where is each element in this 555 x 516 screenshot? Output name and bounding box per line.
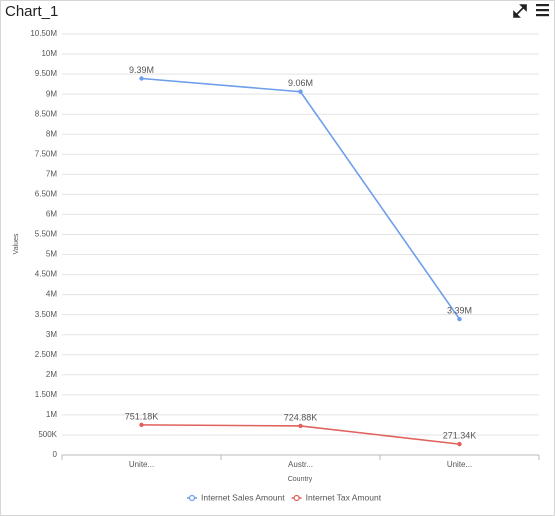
- y-tick-label: 1M: [46, 410, 57, 419]
- y-tick-label: 10M: [41, 49, 57, 58]
- y-tick-label: 3.50M: [35, 310, 58, 319]
- y-tick-label: 4.50M: [35, 270, 58, 279]
- data-label: 724.88K: [284, 412, 318, 422]
- y-tick-label: 2.50M: [35, 350, 58, 359]
- data-label: 9.39M: [129, 65, 154, 75]
- y-tick-label: 5.50M: [35, 230, 58, 239]
- y-tick-label: 9M: [46, 89, 57, 98]
- data-point: [457, 441, 462, 447]
- data-point: [457, 316, 462, 322]
- y-tick-label: 3M: [46, 330, 57, 339]
- menu-icon[interactable]: [536, 4, 549, 17]
- data-label: 9.06M: [288, 78, 313, 88]
- y-tick-label: 7M: [46, 169, 57, 178]
- legend-label: Internet Sales Amount: [201, 492, 285, 502]
- y-tick-label: 10.50M: [30, 29, 57, 38]
- x-axis-label: Country: [288, 476, 313, 483]
- y-tick-label: 6.50M: [35, 189, 58, 198]
- data-point: [139, 76, 144, 81]
- y-tick-label: 7.50M: [35, 149, 58, 158]
- y-tick-label: 0: [53, 450, 58, 459]
- data-label: 271.34K: [443, 430, 477, 440]
- y-tick-label: 8M: [46, 129, 57, 138]
- y-tick-label: 5M: [46, 250, 57, 259]
- y-tick-label: 1.50M: [35, 390, 58, 399]
- y-tick-label: 6M: [46, 210, 57, 219]
- y-axis-label: Values: [13, 233, 20, 254]
- data-label: 3.39M: [447, 305, 472, 315]
- y-tick-label: 9.50M: [35, 69, 58, 78]
- data-point: [298, 89, 303, 94]
- data-point: [139, 422, 144, 428]
- x-tick-label: Unite...: [447, 460, 472, 469]
- legend-marker: [293, 494, 300, 502]
- legend-marker: [188, 494, 196, 502]
- chart-title: Chart_1: [5, 3, 58, 20]
- y-tick-label: 4M: [46, 290, 57, 299]
- y-tick-label: 2M: [46, 370, 57, 379]
- expand-icon[interactable]: [513, 4, 527, 18]
- data-point: [298, 423, 303, 429]
- x-tick-label: Unite...: [129, 460, 154, 469]
- y-tick-label: 8.50M: [35, 109, 58, 118]
- x-tick-label: Austr...: [288, 460, 313, 469]
- legend-label: Internet Tax Amount: [306, 492, 382, 502]
- y-tick-label: 500K: [38, 430, 57, 439]
- data-label: 751.18K: [125, 411, 159, 421]
